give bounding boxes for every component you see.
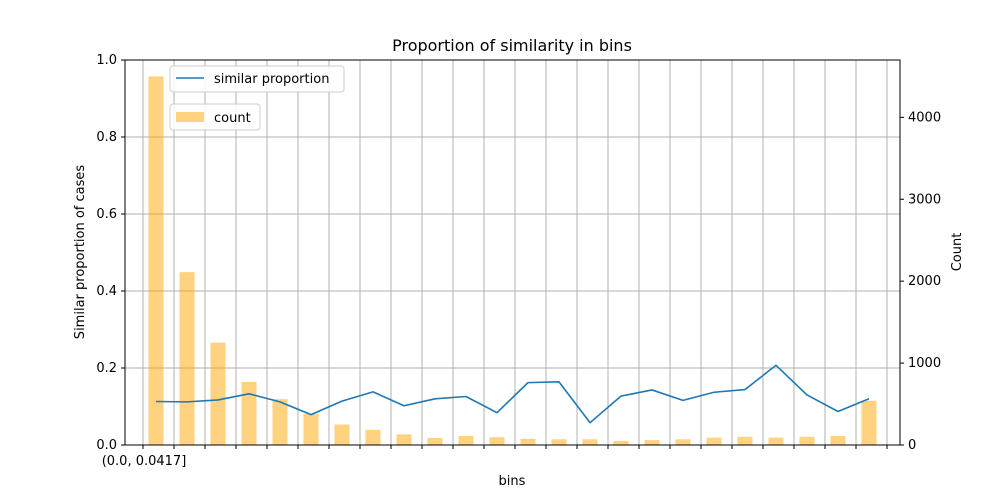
count-bar [799, 436, 815, 445]
left-y-tick-label: 0.0 [96, 438, 117, 453]
similar-proportion-line-layer [155, 364, 870, 424]
right-y-tick-label: 3000 [908, 192, 941, 207]
count-bar [737, 436, 753, 445]
chart-title: Proportion of similarity in bins [392, 36, 632, 55]
count-bar [148, 76, 164, 445]
right-y-tick-label: 0 [908, 438, 916, 453]
legend-bar-swatch [176, 112, 204, 122]
count-bar [644, 440, 660, 445]
legend: similar proportion count [169, 65, 345, 131]
similar-proportion-line [155, 364, 870, 424]
left-y-tick-label: 0.2 [96, 361, 117, 376]
count-bar [334, 424, 350, 445]
count-bar [706, 437, 722, 445]
count-bar [613, 440, 629, 445]
count-bar [179, 272, 195, 445]
left-y-axis-label: Similar proportion of cases [73, 165, 88, 340]
left-y-tick-label: 0.4 [96, 284, 117, 299]
count-bar [272, 399, 288, 445]
legend-box-bar [169, 103, 261, 131]
count-bar [489, 437, 505, 445]
right-y-tick-label: 2000 [908, 274, 941, 289]
x-axis-label: bins [499, 474, 526, 489]
count-bar [396, 434, 412, 445]
ticks: 0.0 0.2 0.4 0.6 0.8 1.0 0 1000 2000 3000 4000 (0.0,… [96, 53, 941, 469]
left-y-tick-label: 0.8 [96, 130, 117, 145]
x-tick-label: (0.0, 0.0417] [102, 454, 187, 469]
right-y-tick-label: 4000 [908, 110, 941, 125]
count-bar [303, 413, 319, 445]
legend-label-count: count [214, 111, 251, 126]
count-bar [365, 429, 381, 445]
plot-frame [124, 59, 901, 446]
right-y-axis-label: Count [950, 233, 965, 272]
count-bar [830, 435, 846, 445]
count-bar [210, 342, 226, 445]
count-bar [458, 435, 474, 445]
count-bar [241, 381, 257, 445]
count-bar [861, 400, 877, 445]
left-y-tick-label: 1.0 [96, 53, 117, 68]
left-y-tick-label: 0.6 [96, 207, 117, 222]
count-bar [551, 439, 567, 445]
count-bar [675, 439, 691, 445]
right-y-tick-label: 1000 [908, 356, 941, 371]
count-bar [427, 438, 443, 445]
count-bar [520, 438, 536, 445]
legend-box-line [169, 65, 345, 93]
legend-label-similar-proportion: similar proportion [214, 72, 329, 87]
count-bar [582, 439, 598, 445]
count-bar [768, 437, 784, 445]
